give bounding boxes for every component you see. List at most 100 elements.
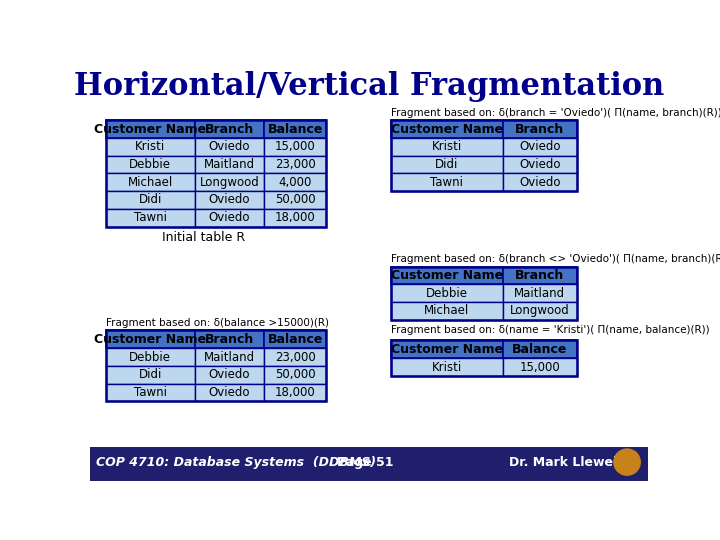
Text: Michael: Michael xyxy=(424,305,469,318)
Text: Didi: Didi xyxy=(138,368,162,381)
Bar xyxy=(503,358,577,376)
Text: Oviedo: Oviedo xyxy=(519,176,561,188)
Text: Tawni: Tawni xyxy=(431,176,464,188)
Bar xyxy=(264,173,326,191)
Bar xyxy=(194,330,264,348)
Bar xyxy=(264,366,326,383)
Bar xyxy=(391,120,577,191)
Bar xyxy=(503,267,577,284)
Text: Oviedo: Oviedo xyxy=(209,193,251,206)
Text: Fragment based on: δ(branch <> 'Oviedo')( Π(name, branch)(R)): Fragment based on: δ(branch <> 'Oviedo')… xyxy=(391,254,720,264)
Text: COP 4710: Database Systems  (DDBMS): COP 4710: Database Systems (DDBMS) xyxy=(96,456,377,469)
Bar xyxy=(391,267,503,284)
Text: Oviedo: Oviedo xyxy=(519,140,561,153)
Text: Maitland: Maitland xyxy=(204,350,255,363)
Bar xyxy=(391,284,503,302)
Text: 4,000: 4,000 xyxy=(279,176,312,188)
Text: Branch: Branch xyxy=(516,123,564,136)
Bar xyxy=(391,340,503,358)
Bar xyxy=(194,156,264,173)
Text: Oviedo: Oviedo xyxy=(209,386,251,399)
Bar xyxy=(106,156,194,173)
Bar xyxy=(106,348,194,366)
Text: Didi: Didi xyxy=(435,158,459,171)
Circle shape xyxy=(614,449,640,475)
Bar xyxy=(391,267,577,320)
Bar xyxy=(264,330,326,348)
Text: Balance: Balance xyxy=(512,343,567,356)
Text: Kristi: Kristi xyxy=(432,361,462,374)
Text: Tawni: Tawni xyxy=(134,211,166,224)
Text: Customer Name: Customer Name xyxy=(94,333,206,346)
Bar xyxy=(106,383,194,401)
Text: Customer Name: Customer Name xyxy=(391,343,503,356)
Text: Branch: Branch xyxy=(205,123,254,136)
Bar xyxy=(194,366,264,383)
Bar xyxy=(106,330,194,348)
Text: 50,000: 50,000 xyxy=(275,193,315,206)
Bar xyxy=(106,138,194,156)
Text: Branch: Branch xyxy=(205,333,254,346)
Text: Customer Name: Customer Name xyxy=(391,123,503,136)
Text: 15,000: 15,000 xyxy=(275,140,316,153)
Bar xyxy=(391,138,503,156)
Text: Fragment based on: δ(branch = 'Oviedo')( Π(name, branch)(R)): Fragment based on: δ(branch = 'Oviedo')(… xyxy=(391,107,720,118)
Bar xyxy=(391,302,503,320)
Text: Customer Name: Customer Name xyxy=(94,123,206,136)
Text: 18,000: 18,000 xyxy=(275,386,316,399)
Bar xyxy=(106,191,194,209)
Bar xyxy=(106,330,326,401)
Text: Maitland: Maitland xyxy=(204,158,255,171)
Text: Dr. Mark Llewellyn: Dr. Mark Llewellyn xyxy=(510,456,639,469)
Bar xyxy=(391,358,503,376)
Text: Page 51: Page 51 xyxy=(337,456,393,469)
Bar xyxy=(503,340,577,358)
Bar xyxy=(194,120,264,138)
Text: Oviedo: Oviedo xyxy=(209,140,251,153)
Bar xyxy=(264,191,326,209)
Bar xyxy=(503,120,577,138)
Bar xyxy=(264,156,326,173)
Bar xyxy=(503,284,577,302)
Bar xyxy=(503,173,577,191)
Text: Kristi: Kristi xyxy=(135,140,165,153)
Bar xyxy=(106,173,194,191)
Text: Kristi: Kristi xyxy=(432,140,462,153)
Text: Fragment based on: δ(name = 'Kristi')( Π(name, balance)(R)): Fragment based on: δ(name = 'Kristi')( Π… xyxy=(391,326,709,335)
Text: 23,000: 23,000 xyxy=(275,350,316,363)
Bar xyxy=(106,209,194,226)
Text: Branch: Branch xyxy=(516,269,564,282)
Text: Initial table R: Initial table R xyxy=(163,231,246,244)
Bar xyxy=(106,120,194,138)
Text: 15,000: 15,000 xyxy=(520,361,560,374)
Bar xyxy=(264,348,326,366)
Bar xyxy=(264,120,326,138)
Text: Debbie: Debbie xyxy=(426,287,468,300)
Bar xyxy=(194,173,264,191)
Bar xyxy=(194,138,264,156)
Text: Tawni: Tawni xyxy=(134,386,166,399)
Bar xyxy=(391,173,503,191)
Bar xyxy=(503,156,577,173)
Text: Debbie: Debbie xyxy=(129,350,171,363)
Bar xyxy=(391,120,503,138)
Text: Oviedo: Oviedo xyxy=(519,158,561,171)
Bar xyxy=(106,366,194,383)
Bar xyxy=(503,302,577,320)
Bar xyxy=(194,191,264,209)
Bar xyxy=(264,209,326,226)
Bar xyxy=(264,138,326,156)
Text: Fragment based on: δ(balance >15000)(R): Fragment based on: δ(balance >15000)(R) xyxy=(106,318,328,328)
Text: Debbie: Debbie xyxy=(129,158,171,171)
Text: Didi: Didi xyxy=(138,193,162,206)
Text: Oviedo: Oviedo xyxy=(209,368,251,381)
Bar xyxy=(391,156,503,173)
Bar xyxy=(194,383,264,401)
Bar xyxy=(264,383,326,401)
Bar xyxy=(503,138,577,156)
Text: Balance: Balance xyxy=(268,333,323,346)
Bar xyxy=(90,448,648,481)
Text: 50,000: 50,000 xyxy=(275,368,315,381)
Text: Horizontal/Vertical Fragmentation: Horizontal/Vertical Fragmentation xyxy=(74,71,664,102)
Text: Longwood: Longwood xyxy=(199,176,259,188)
